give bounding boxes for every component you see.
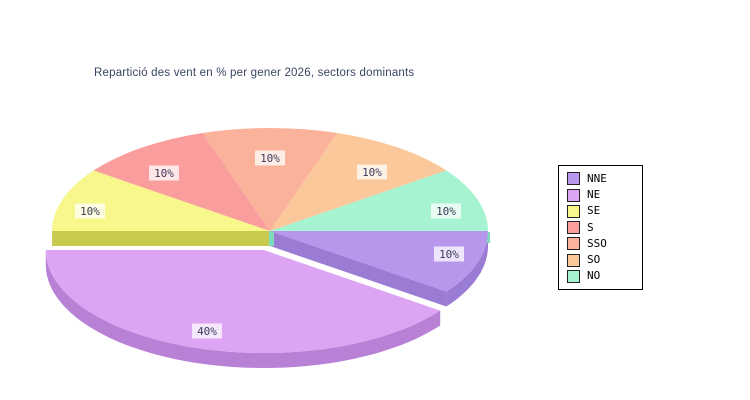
slice-label-S: 10% [154,167,174,180]
slice-label-NNE: 10% [439,248,459,261]
pie-slice-NNE [270,231,488,292]
legend-item-S: S [567,221,642,234]
slice-label-SO: 10% [362,166,382,179]
pie-slice-SSO [202,127,338,231]
legend-item-SO: SO [567,253,642,267]
legend-swatch-S [567,221,580,234]
pie-side-NO-edge [486,232,490,243]
legend-label-S: S [587,220,594,234]
legend-label-SO: SO [587,253,601,266]
chart-title: Repartició des vent en % per gener 2026,… [94,67,415,79]
legend-swatch-NO [567,269,580,283]
legend-label-NO: NO [587,269,601,283]
slice-label-bg-SO [357,164,387,180]
slice-label-SE: 10% [80,205,100,218]
slice-label-bg-NE [192,323,222,339]
pie-side-NE [45,250,441,368]
legend-label-NE: NE [587,188,601,201]
slice-label-NO: 10% [436,205,456,218]
pie-slice-SO [270,133,447,231]
pie-slice-SE [52,170,270,231]
slice-label-bg-SSO [255,150,285,166]
slice-label-NE: 40% [197,325,217,338]
legend-swatch-SO [567,253,580,267]
legend-item-NO: NO [567,269,642,283]
pie-slice-S [93,133,270,231]
legend-item-SSO: SSO [567,236,642,251]
legend-label-SE: SE [587,204,601,218]
legend-box: NNE NE SE S SSO SO NO [558,165,643,290]
pie-side-NO-center [269,231,274,246]
slice-label-SSO: 10% [260,152,280,165]
slice-label-bg-S [149,165,179,181]
legend-label-SSO: SSO [587,236,607,250]
legend-swatch-NE [567,188,580,202]
pie-side-NNE-radial [270,231,447,307]
legend-label-NNE: NNE [587,171,607,185]
legend-item-NNE: NNE [567,171,642,186]
pie-side-SE [52,231,270,246]
pie-side-NNE-arc [446,231,488,307]
slice-label-bg-SE [75,203,105,219]
pie-slice-NE [45,250,441,354]
legend-item-NE: NE [567,188,642,202]
legend-item-SE: SE [567,204,642,218]
slice-label-bg-NNE [434,246,464,262]
legend-swatch-SSO [567,237,580,251]
slice-label-bg-NO [431,203,461,219]
legend-swatch-NNE [567,172,580,186]
legend-swatch-SE [567,204,580,218]
